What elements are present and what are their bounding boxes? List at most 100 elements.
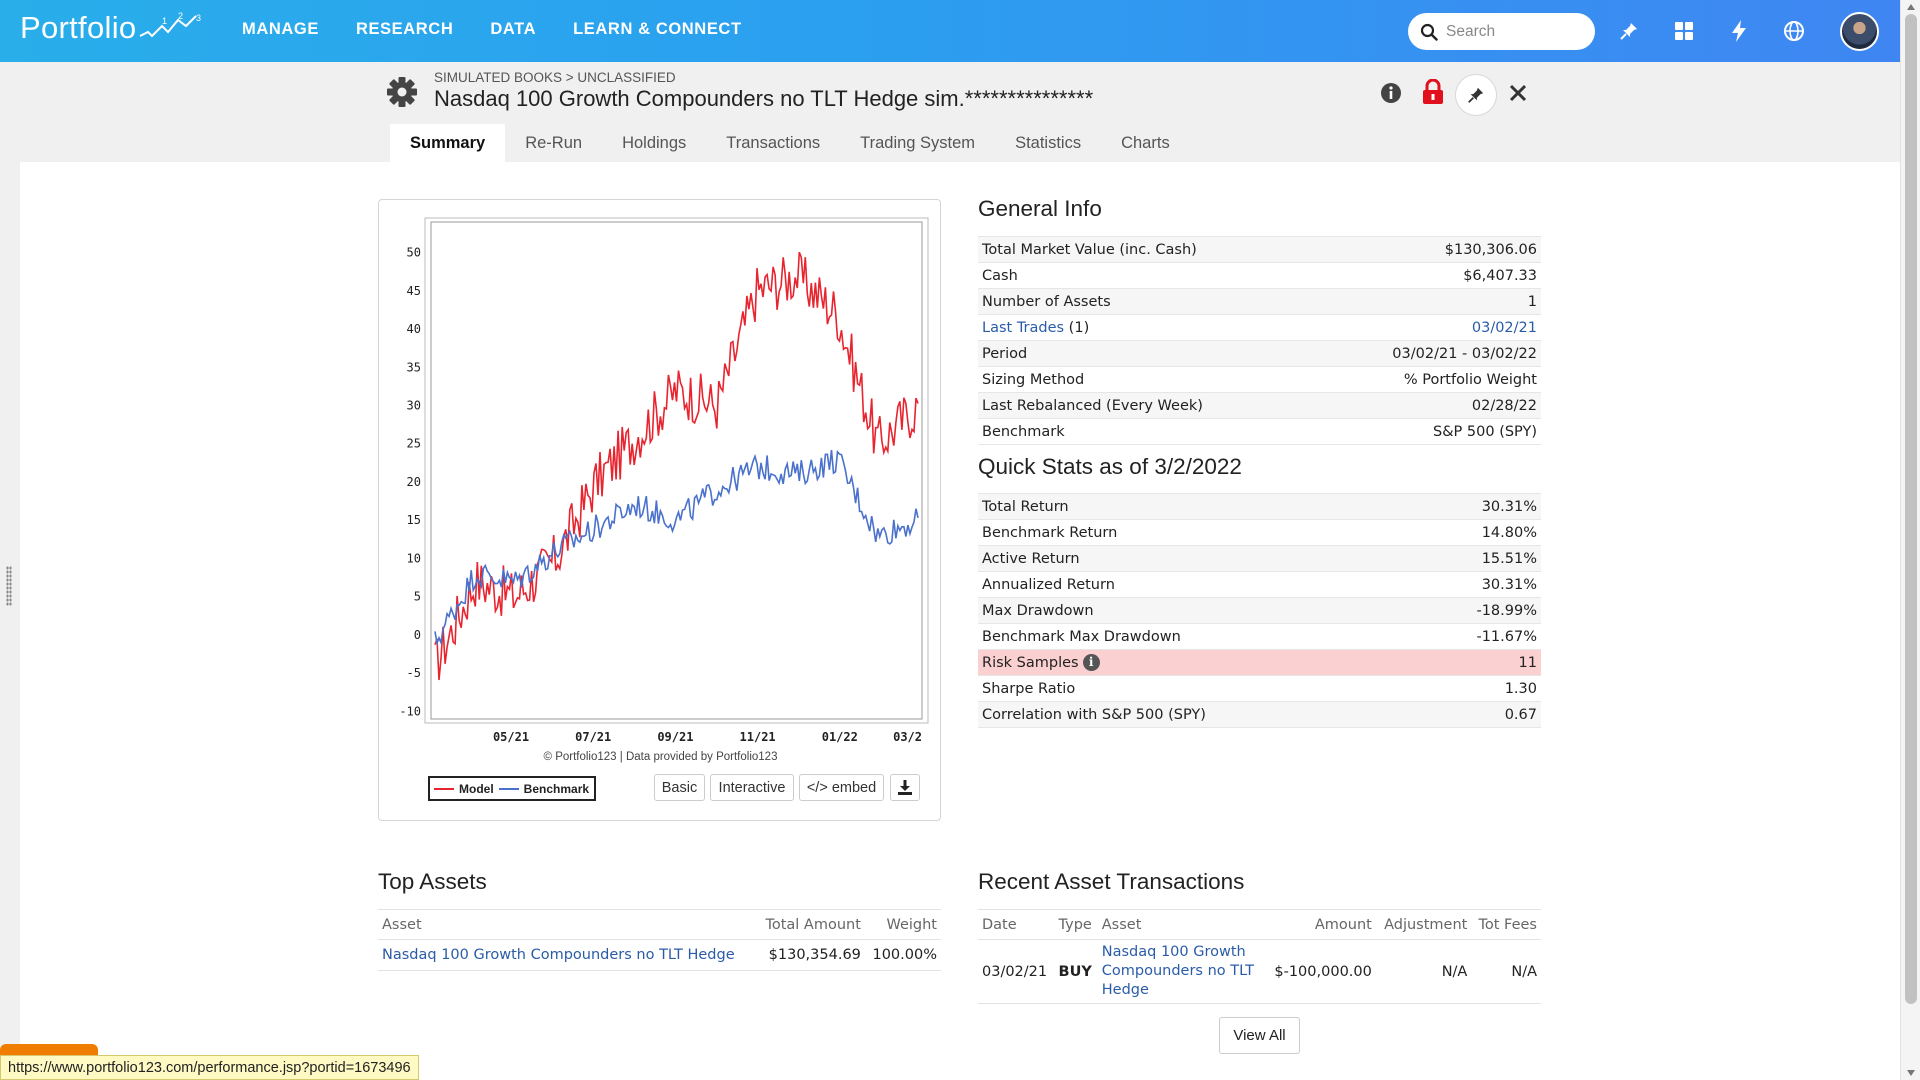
pin-button[interactable] bbox=[1455, 74, 1497, 116]
asset-link[interactable]: Nasdaq 100 Growth Compounders no TLT Hed… bbox=[382, 947, 735, 963]
nav-research[interactable]: RESEARCH bbox=[355, 20, 454, 38]
table-row: Nasdaq 100 Growth Compounders no TLT Hed… bbox=[378, 939, 941, 971]
y-tick-label: 15 bbox=[407, 513, 421, 527]
series-line-benchmark bbox=[434, 450, 919, 647]
scroll-down-arrow-icon[interactable] bbox=[1907, 1070, 1915, 1076]
table-row: Total Market Value (inc. Cash) $130,306.0… bbox=[978, 236, 1541, 263]
legend-benchmark-label[interactable]: Benchmark bbox=[523, 781, 590, 796]
txn-adjustment: N/A bbox=[1375, 939, 1472, 1004]
tab-transactions[interactable]: Transactions bbox=[726, 133, 821, 152]
top-navbar: Portfolio 1 2 3 MANAGE RESEARCH DATA LEA… bbox=[0, 0, 1900, 62]
table-row: Annualized Return 30.31% bbox=[978, 571, 1541, 598]
tab-trading-system[interactable]: Trading System bbox=[860, 133, 976, 152]
grid-apps-icon[interactable] bbox=[1671, 18, 1697, 44]
general-info-table: Total Market Value (inc. Cash) $130,306.0… bbox=[978, 236, 1541, 445]
chart-download-button[interactable] bbox=[890, 774, 920, 801]
svg-text:2: 2 bbox=[178, 12, 183, 21]
x-tick-label: 11/21 bbox=[740, 730, 776, 744]
chart-interactive-button[interactable]: Interactive bbox=[710, 774, 794, 801]
tab-charts[interactable]: Charts bbox=[1121, 133, 1170, 152]
recent-transactions-title: Recent Asset Transactions bbox=[978, 869, 1245, 894]
txn-asset-link-line3[interactable]: Hedge bbox=[1101, 982, 1149, 998]
table-row: Sizing Method% Portfolio Weight bbox=[978, 366, 1541, 393]
col-amount: Amount bbox=[1265, 909, 1376, 940]
row-value: 30.31% bbox=[1412, 571, 1541, 598]
last-trade-date-link[interactable]: 03/02/21 bbox=[1471, 319, 1537, 336]
search-box[interactable] bbox=[1408, 13, 1595, 50]
row-value: 02/28/22 bbox=[1315, 392, 1541, 419]
gear-icon[interactable] bbox=[385, 75, 419, 113]
row-value: 1.30 bbox=[1412, 675, 1541, 702]
chart-basic-button[interactable]: Basic bbox=[654, 774, 705, 801]
nav-manage[interactable]: MANAGE bbox=[242, 20, 319, 38]
table-row: Last Rebalanced (Every Week) 02/28/22 bbox=[978, 392, 1541, 419]
main-panel bbox=[20, 124, 1900, 1080]
row-label: Benchmark Return bbox=[978, 519, 1413, 546]
close-icon[interactable] bbox=[1509, 84, 1527, 102]
table-row: Max Drawdown -18.99% bbox=[978, 597, 1541, 624]
txn-type: BUY bbox=[1054, 939, 1098, 1004]
col-weight: Weight bbox=[864, 909, 941, 940]
pin-icon[interactable] bbox=[1616, 18, 1642, 44]
row-value: -11.67% bbox=[1412, 623, 1541, 650]
row-label: Number of Assets bbox=[978, 288, 1316, 315]
last-trades-link[interactable]: Last Trades bbox=[982, 319, 1065, 336]
nav-learn-connect[interactable]: LEARN & CONNECT bbox=[573, 20, 742, 38]
txn-asset-link-line2[interactable]: Compounders no TLT bbox=[1101, 963, 1255, 979]
chart-legend: Model Benchmark bbox=[428, 776, 596, 801]
breadcrumb[interactable]: SIMULATED BOOKS > UNCLASSIFIED bbox=[434, 70, 676, 85]
txn-fees: N/A bbox=[1471, 939, 1541, 1004]
tabs: Summary Re-Run Holdings Transactions Tra… bbox=[390, 124, 1190, 162]
table-row: Correlation with S&P 500 (SPY) 0.67 bbox=[978, 701, 1541, 728]
tab-statistics[interactable]: Statistics bbox=[1015, 133, 1082, 152]
performance-chart[interactable]: -10 -5 0 5 10 15 20 25 30 35 40 45 50 05/21 07/21 09/21… bbox=[379, 200, 942, 760]
row-label: Correlation with S&P 500 (SPY) bbox=[978, 701, 1413, 728]
y-tick-label: 10 bbox=[407, 551, 421, 565]
info-icon[interactable]: i bbox=[1082, 654, 1100, 671]
feedback-tab[interactable] bbox=[0, 1044, 98, 1056]
view-all-button[interactable]: View All bbox=[1219, 1017, 1300, 1054]
tab-re-run[interactable]: Re-Run bbox=[525, 133, 583, 152]
table-row: 03/02/21 BUY Nasdaq 100 Growth Compounde… bbox=[978, 939, 1541, 1004]
y-tick-label: 20 bbox=[407, 475, 421, 489]
last-trades-count: (1) bbox=[1064, 319, 1090, 336]
lock-icon[interactable] bbox=[1421, 79, 1445, 105]
x-tick-label: 09/21 bbox=[657, 730, 693, 744]
scrollbar-thumb[interactable] bbox=[1905, 14, 1917, 1004]
y-tick-label: -5 bbox=[407, 666, 421, 680]
row-label: Max Drawdown bbox=[978, 597, 1413, 624]
tab-strip bbox=[20, 124, 1900, 162]
x-tick-label: 07/21 bbox=[575, 730, 611, 744]
user-avatar[interactable] bbox=[1840, 12, 1879, 51]
logo-text: Portfolio bbox=[20, 10, 137, 45]
scroll-up-arrow-icon[interactable] bbox=[1907, 4, 1915, 10]
y-tick-label: 45 bbox=[407, 284, 421, 298]
row-label: Total Return bbox=[978, 493, 1413, 520]
search-input[interactable] bbox=[1446, 22, 1576, 41]
row-value: 1 bbox=[1315, 288, 1541, 315]
nav-data[interactable]: DATA bbox=[490, 20, 537, 38]
legend-model-label[interactable]: Model bbox=[459, 781, 494, 796]
info-icon[interactable] bbox=[1380, 82, 1402, 104]
txn-asset-link-line1[interactable]: Nasdaq 100 Growth bbox=[1101, 944, 1246, 960]
portfolio123-logo[interactable]: Portfolio 1 2 3 bbox=[20, 10, 204, 46]
globe-icon[interactable] bbox=[1781, 18, 1807, 44]
row-value: 15.51% bbox=[1412, 545, 1541, 572]
tab-summary[interactable]: Summary bbox=[390, 124, 506, 162]
legend-model-swatch bbox=[434, 787, 454, 790]
page-title: Nasdaq 100 Growth Compounders no TLT Hed… bbox=[434, 86, 1094, 111]
table-header-row: Asset Total Amount Weight bbox=[378, 909, 941, 940]
general-info-title: General Info bbox=[978, 196, 1102, 221]
vertical-scrollbar[interactable] bbox=[1900, 0, 1920, 1080]
search-icon bbox=[1420, 23, 1438, 41]
row-label: Benchmark Max Drawdown bbox=[978, 623, 1413, 650]
col-adjustment: Adjustment bbox=[1375, 909, 1472, 940]
y-tick-label: 0 bbox=[414, 628, 421, 642]
lightning-icon[interactable] bbox=[1726, 18, 1752, 44]
chart-embed-button[interactable]: </> embed bbox=[799, 774, 884, 801]
y-tick-label: 40 bbox=[407, 322, 421, 336]
y-tick-label: -10 bbox=[399, 704, 421, 718]
resize-grip-icon[interactable] bbox=[6, 566, 12, 606]
y-tick-label: 30 bbox=[407, 399, 421, 413]
tab-holdings[interactable]: Holdings bbox=[622, 133, 687, 152]
